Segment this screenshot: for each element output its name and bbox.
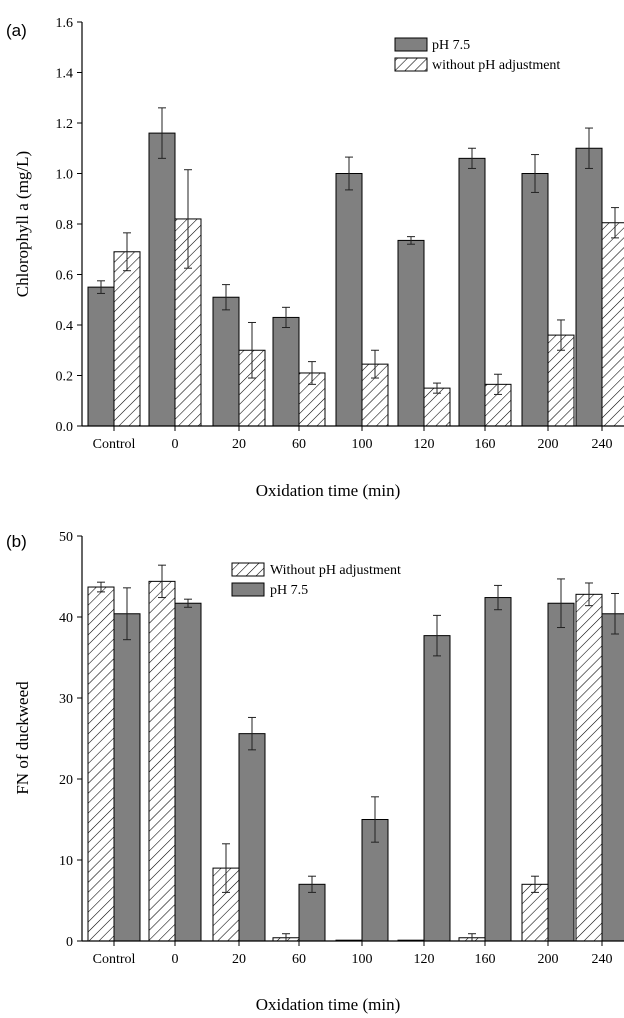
bar-b-solid (547, 602, 575, 942)
y-tick-label: 1.6 (56, 16, 74, 31)
x-tick-label: 240 (592, 952, 613, 967)
panel-b-y-axis-title: FN of duckweed (13, 681, 32, 795)
panel-a-legend: pH 7.5 without pH adjustment (394, 37, 560, 73)
x-tick-label: 160 (475, 952, 496, 967)
bar-a-solid (212, 296, 240, 427)
x-tick-label: 20 (232, 437, 246, 452)
y-tick-label: 1.4 (56, 67, 74, 82)
legend-b-label-solid: pH 7.5 (270, 583, 308, 598)
y-tick-label: 0.6 (56, 269, 74, 284)
bar-b-solid (423, 635, 451, 942)
x-tick-label: 60 (292, 952, 306, 967)
bar-a-solid (521, 173, 549, 427)
panel-a-y-axis-title: Chlorophyll a (mg/L) (13, 151, 32, 297)
y-tick-label: 20 (59, 773, 73, 788)
x-tick-label: 120 (414, 437, 435, 452)
bar-a-solid (87, 286, 115, 427)
x-tick-label: 240 (592, 437, 613, 452)
panel-b-legend: Without pH adjustment pH 7.5 (231, 562, 401, 598)
bar-b-hatched (148, 580, 176, 942)
bar-a-solid (397, 239, 425, 427)
y-tick-label: 0.2 (56, 370, 74, 385)
bar-b-solid (601, 613, 624, 942)
legend-a-swatch-hatched (394, 57, 428, 72)
y-tick-label: 1.2 (56, 117, 74, 132)
panel-b-x-axis-title: Oxidation time (min) (256, 995, 400, 1014)
y-tick-label: 30 (59, 692, 73, 707)
x-tick-label: 100 (352, 437, 373, 452)
panel-b-label: (b) (6, 532, 27, 551)
legend-b-swatch-hatched (231, 562, 265, 577)
panel-a-label: (a) (6, 21, 27, 40)
x-tick-label: 20 (232, 952, 246, 967)
bar-b-hatched (575, 593, 603, 942)
x-tick-label: 0 (172, 437, 179, 452)
bar-a-solid (148, 132, 176, 427)
x-tick-label: 200 (538, 952, 559, 967)
bar-a-solid (272, 316, 300, 427)
panel-b-x-ticks: Control 0 20 60 100 120 160 200 240 (93, 941, 613, 967)
panel-a-x-axis-title: Oxidation time (min) (256, 481, 400, 500)
panel-a-bars (87, 107, 624, 427)
panel-a-y-ticks: 0.0 0.2 0.4 0.6 0.8 1.0 1.2 1.4 1.6 (56, 16, 82, 435)
bar-a-solid (335, 173, 363, 427)
x-tick-label: 120 (414, 952, 435, 967)
y-tick-label: 50 (59, 530, 73, 545)
bar-a-hatched (113, 251, 141, 427)
panel-b-bars (87, 564, 624, 942)
x-tick-label: 200 (538, 437, 559, 452)
bar-a-hatched (423, 387, 451, 427)
legend-a-label-solid: pH 7.5 (432, 38, 470, 53)
bar-b-solid (238, 733, 266, 942)
y-tick-label: 1.0 (56, 168, 74, 183)
panel-a-x-ticks: Control 0 20 60 100 120 160 200 240 (93, 426, 613, 452)
chart-panel-a: (a) 0.0 0.2 0.4 0.6 0.8 1.0 1.2 1.4 1.6 Control 0… (6, 16, 624, 500)
legend-a-label-hatched: without pH adjustment (432, 58, 560, 73)
bar-b-solid (174, 602, 202, 942)
x-tick-label: 60 (292, 437, 306, 452)
y-tick-label: 0.8 (56, 218, 74, 233)
y-tick-label: 0.4 (56, 319, 74, 334)
bar-a-hatched (601, 222, 624, 427)
bar-b-hatched (87, 586, 115, 942)
bar-a-solid (458, 157, 486, 427)
legend-b-label-hatched: Without pH adjustment (270, 563, 401, 578)
x-tick-label: 100 (352, 952, 373, 967)
y-tick-label: 10 (59, 854, 73, 869)
legend-a-swatch-solid (394, 37, 428, 52)
y-tick-label: 0 (66, 935, 73, 950)
y-tick-label: 0.0 (56, 420, 74, 435)
bar-b-solid (298, 883, 326, 942)
x-tick-label: 160 (475, 437, 496, 452)
bar-a-solid (575, 147, 603, 427)
legend-b-swatch-solid (231, 582, 265, 597)
panel-b-y-ticks: 0 10 20 30 40 50 (59, 530, 82, 950)
bar-b-solid (113, 613, 141, 942)
y-tick-label: 40 (59, 611, 73, 626)
chart-panel-b: (b) 0 10 20 30 40 50 Control 0 20 60 100 120 160 200… (6, 530, 624, 1014)
bar-b-solid (484, 597, 512, 942)
x-tick-label: Control (93, 952, 136, 967)
x-tick-label: Control (93, 437, 136, 452)
x-tick-label: 0 (172, 952, 179, 967)
